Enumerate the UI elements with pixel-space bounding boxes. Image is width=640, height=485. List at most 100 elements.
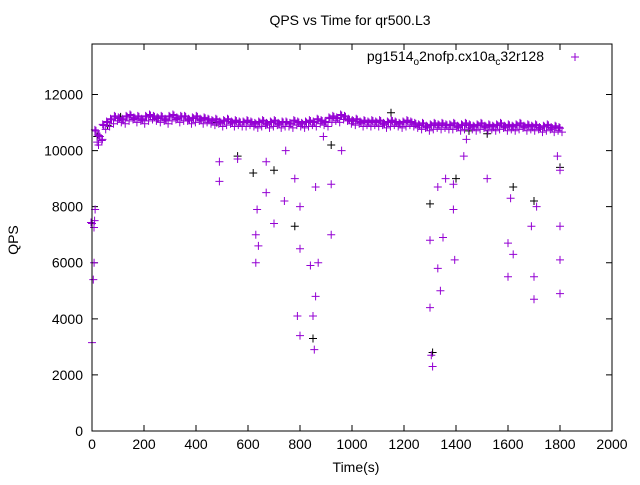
data-point bbox=[555, 123, 563, 132]
legend: pg1514o2nofp.cx10ac32r128 bbox=[367, 48, 579, 68]
x-tick-label: 1800 bbox=[544, 436, 575, 452]
data-point bbox=[290, 174, 299, 183]
data-point bbox=[402, 116, 411, 125]
data-point bbox=[296, 244, 304, 253]
x-tick-label: 1400 bbox=[440, 436, 471, 452]
x-tick-label: 800 bbox=[288, 436, 312, 452]
x-tick-label: 0 bbox=[88, 436, 96, 452]
data-point bbox=[441, 174, 450, 183]
data-point bbox=[433, 183, 442, 192]
data-point bbox=[430, 118, 439, 127]
data-point bbox=[387, 116, 396, 125]
data-point bbox=[313, 114, 322, 123]
data-point bbox=[556, 289, 564, 298]
data-point bbox=[242, 122, 251, 131]
data-point bbox=[305, 116, 314, 125]
data-point bbox=[558, 128, 566, 137]
data-point bbox=[215, 177, 224, 186]
data-point bbox=[233, 154, 242, 163]
data-point bbox=[282, 117, 290, 126]
y-tick-label: 4000 bbox=[52, 311, 83, 327]
data-point bbox=[309, 312, 317, 321]
data-point bbox=[417, 125, 426, 134]
data-point bbox=[551, 121, 560, 130]
x-tick-label: 2000 bbox=[596, 436, 627, 452]
data-point bbox=[504, 272, 512, 281]
data-point bbox=[145, 110, 154, 119]
data-point bbox=[506, 194, 515, 203]
data-point bbox=[265, 123, 274, 132]
data-point bbox=[483, 126, 492, 135]
data-point bbox=[290, 222, 299, 231]
data-point bbox=[456, 126, 465, 135]
data-point bbox=[337, 146, 346, 155]
data-point bbox=[311, 183, 320, 192]
y-axis-label: QPS bbox=[5, 225, 21, 255]
data-point bbox=[328, 111, 337, 120]
legend-label: pg1514o2nofp.cx10ac32r128 bbox=[367, 48, 544, 68]
y-tick-label: 6000 bbox=[52, 255, 83, 271]
data-point bbox=[262, 157, 271, 166]
data-point bbox=[336, 110, 345, 119]
data-point bbox=[327, 140, 336, 149]
data-point bbox=[199, 119, 208, 128]
data-point bbox=[280, 197, 289, 206]
data-point bbox=[433, 264, 442, 273]
data-point bbox=[296, 202, 304, 211]
data-point bbox=[530, 295, 538, 304]
data-point bbox=[509, 250, 518, 259]
data-point bbox=[439, 233, 447, 242]
data-point bbox=[149, 111, 158, 120]
data-point bbox=[125, 116, 134, 125]
x-tick-label: 1200 bbox=[388, 436, 419, 452]
data-point bbox=[310, 345, 319, 354]
data-point bbox=[253, 205, 262, 214]
data-point bbox=[304, 122, 313, 131]
data-point bbox=[530, 272, 538, 281]
x-tick-label: 1600 bbox=[492, 436, 523, 452]
data-point bbox=[360, 116, 368, 125]
data-point bbox=[436, 286, 445, 295]
data-point bbox=[270, 219, 278, 228]
data-point bbox=[387, 108, 395, 117]
data-point bbox=[391, 117, 400, 126]
data-point bbox=[270, 166, 278, 175]
data-point bbox=[465, 120, 474, 129]
data-point bbox=[90, 223, 98, 232]
data-point bbox=[484, 120, 493, 129]
data-point bbox=[472, 126, 481, 135]
data-point bbox=[515, 125, 524, 134]
data-point bbox=[87, 218, 95, 227]
data-point bbox=[461, 118, 470, 127]
data-point bbox=[309, 334, 317, 343]
data-point bbox=[200, 113, 209, 122]
data-point bbox=[314, 258, 323, 267]
data-point bbox=[277, 123, 286, 132]
legend-marker-icon bbox=[571, 53, 579, 61]
data-point bbox=[532, 202, 541, 211]
data-point bbox=[351, 121, 360, 130]
data-point bbox=[452, 174, 460, 183]
data-point bbox=[426, 199, 434, 208]
data-point bbox=[251, 258, 260, 267]
data-point bbox=[382, 123, 391, 132]
data-point bbox=[93, 130, 102, 139]
data-point bbox=[448, 125, 457, 134]
data-point bbox=[89, 275, 98, 284]
data-point bbox=[296, 331, 304, 340]
data-point bbox=[324, 122, 332, 131]
data-point bbox=[460, 125, 469, 134]
data-point bbox=[429, 125, 438, 134]
data-point bbox=[483, 174, 492, 183]
data-point bbox=[386, 122, 395, 131]
data-point bbox=[504, 239, 512, 248]
data-point bbox=[293, 117, 302, 126]
data-point bbox=[293, 312, 302, 321]
data-point bbox=[257, 122, 266, 131]
data-point bbox=[553, 152, 562, 161]
data-point bbox=[114, 113, 123, 122]
data-point bbox=[402, 122, 410, 131]
data-point bbox=[359, 122, 368, 131]
